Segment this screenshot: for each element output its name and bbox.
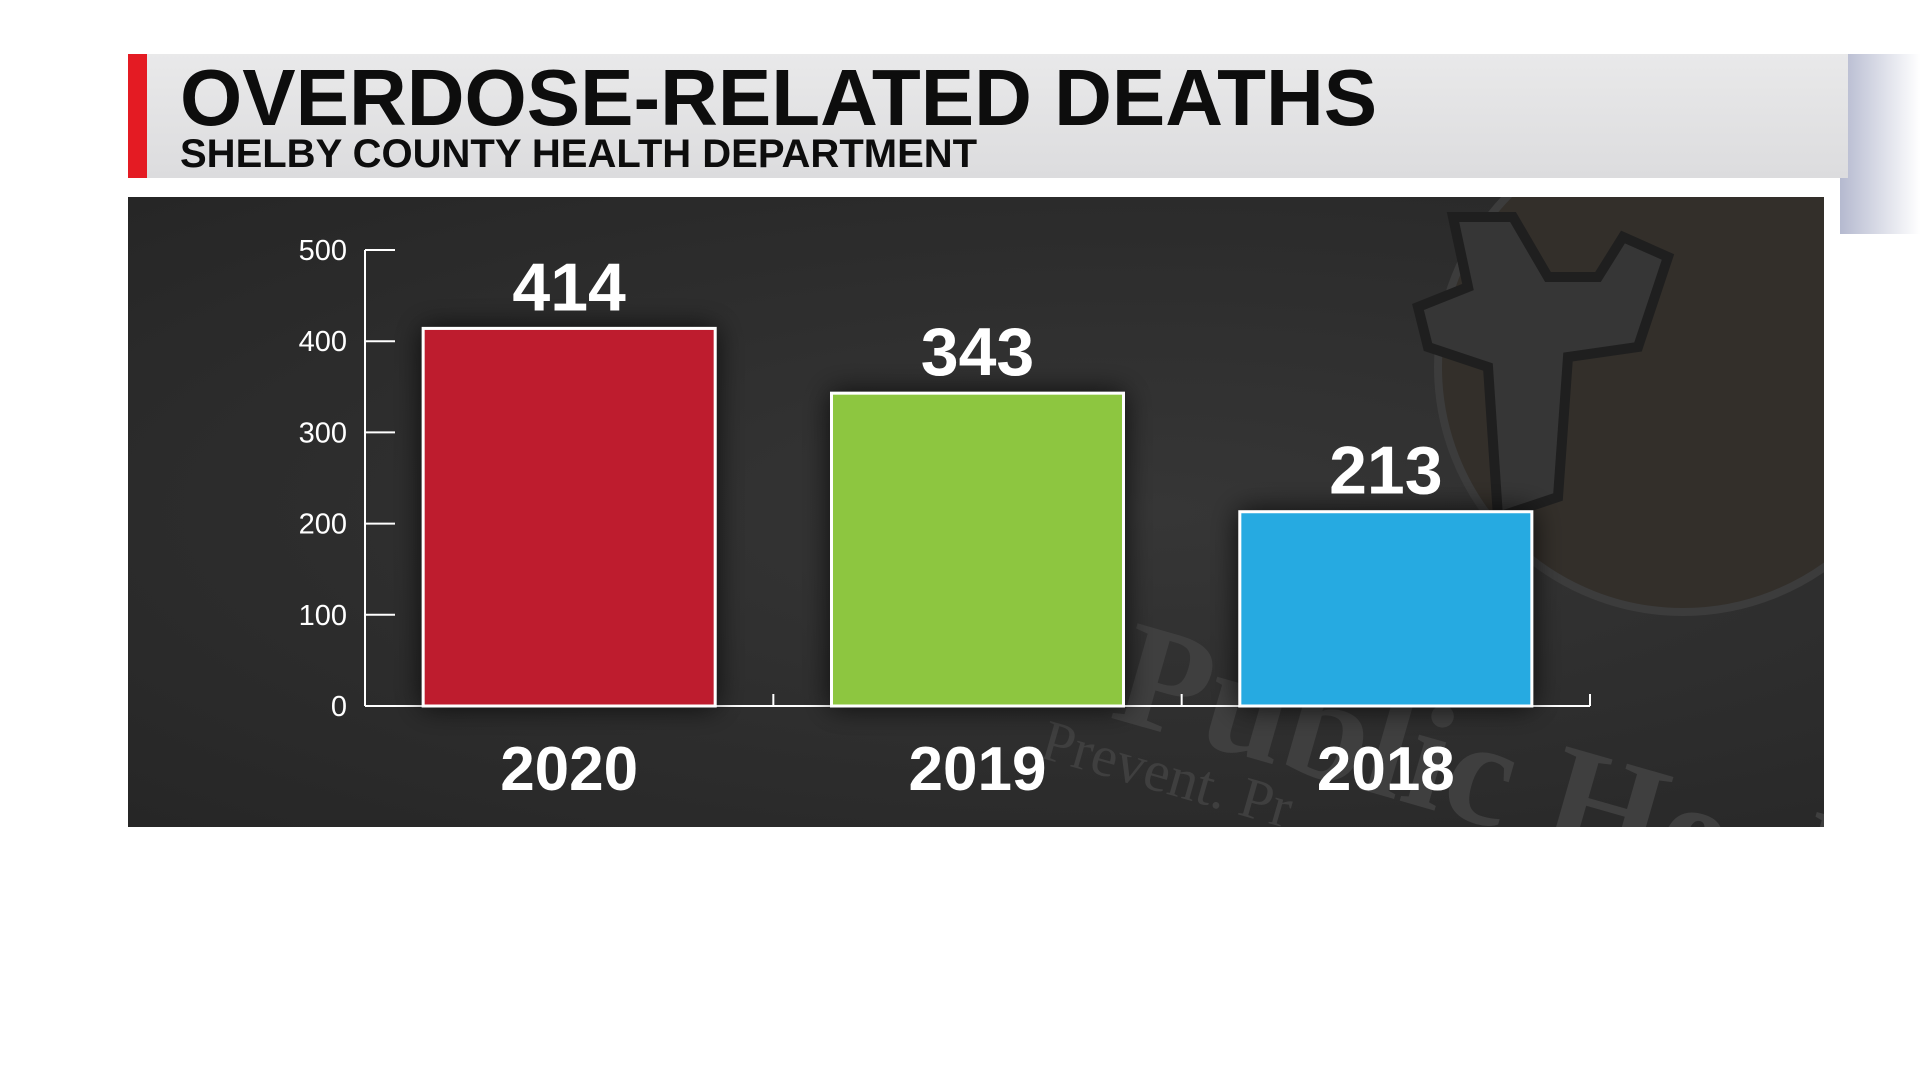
bar-2018 (1238, 510, 1534, 708)
bar-2019 (830, 391, 1125, 708)
bar-2020 (421, 326, 717, 708)
y-tick-label: 100 (299, 600, 347, 632)
y-tick-label: 400 (299, 326, 347, 358)
watermark-cross-icon (1412, 212, 1675, 524)
data-label-2020: 414 (512, 249, 626, 325)
x-category-label-2020: 2020 (500, 735, 638, 804)
chart-subtitle: SHELBY COUNTY HEALTH DEPARTMENT (180, 132, 978, 176)
bar-chart: Public Health Prevent. Pr 01002003004005… (299, 197, 1824, 827)
title-band-shadow (1840, 54, 1920, 234)
y-tick-label: 200 (299, 509, 347, 541)
y-tick-label: 500 (299, 235, 347, 267)
chart-panel: Public Health Prevent. Pr 01002003004005… (128, 197, 1824, 827)
x-category-label-2018: 2018 (1317, 735, 1455, 804)
title-band (128, 54, 1848, 178)
chart-title: OVERDOSE-RELATED DEATHS (180, 53, 1378, 142)
data-label-2019: 343 (921, 314, 1034, 390)
y-tick-label: 0 (331, 691, 347, 723)
data-label-2018: 213 (1329, 433, 1442, 509)
x-category-label-2019: 2019 (909, 735, 1047, 804)
red-accent-bar (128, 54, 147, 178)
y-tick-label: 300 (299, 417, 347, 449)
